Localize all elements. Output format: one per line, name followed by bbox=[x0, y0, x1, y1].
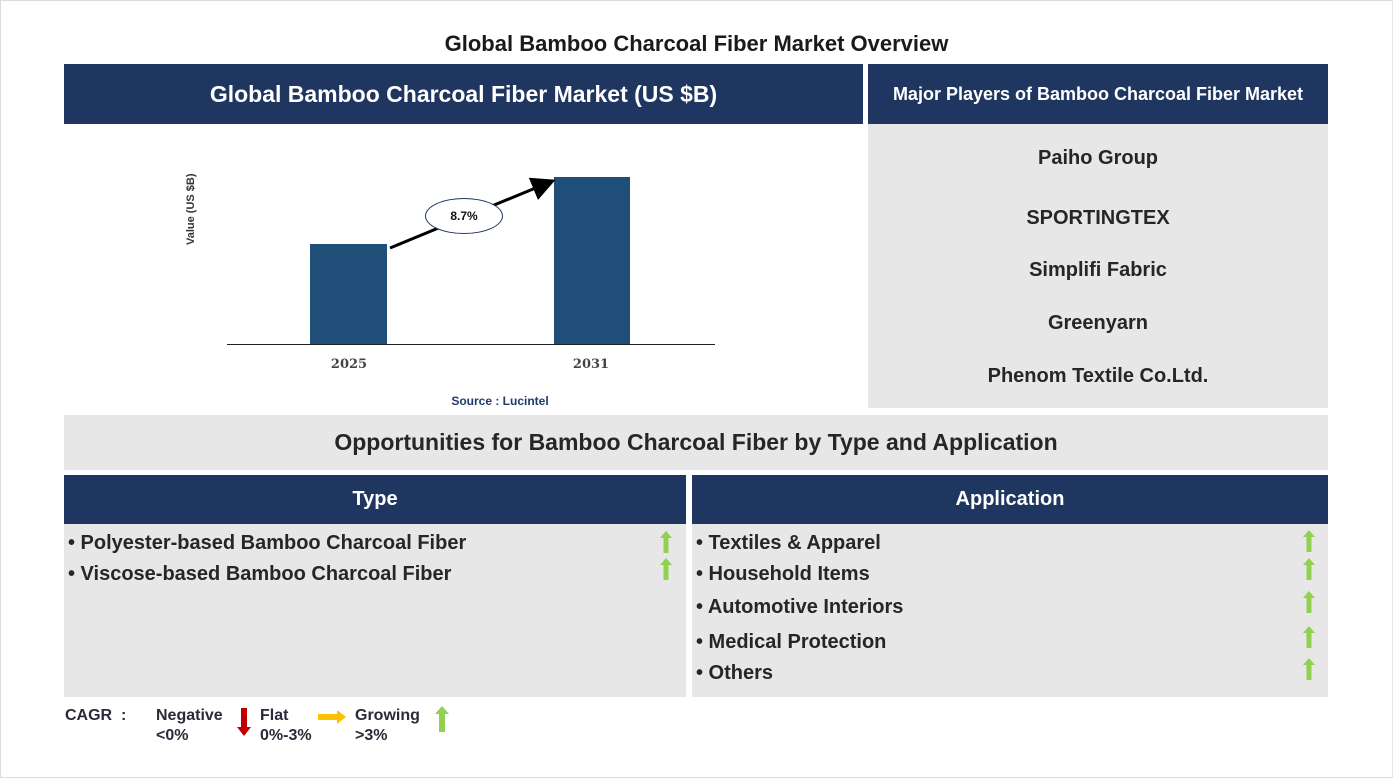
cagr-annotation: 8.7% bbox=[425, 198, 503, 234]
x-tick-2031: 2031 bbox=[572, 357, 610, 372]
player-item: Paiho Group bbox=[1038, 147, 1158, 169]
player-item: Phenom Textile Co.Ltd. bbox=[987, 365, 1209, 387]
growing-arrow-icon bbox=[1303, 530, 1315, 552]
type-header: Type bbox=[64, 475, 686, 524]
legend-growing: Growing >3% bbox=[355, 706, 420, 746]
bar-2031 bbox=[554, 177, 630, 344]
players-header: Major Players of Bamboo Charcoal Fiber M… bbox=[868, 64, 1328, 124]
application-item: • Automotive Interiors bbox=[696, 596, 904, 618]
type-item: • Polyester-based Bamboo Charcoal Fiber bbox=[68, 532, 467, 554]
legend-negative-name: Negative bbox=[156, 707, 223, 724]
x-tick-2025: 2025 bbox=[330, 357, 368, 372]
application-item: • Textiles & Apparel bbox=[696, 532, 881, 554]
growing-arrow-icon bbox=[660, 558, 672, 580]
growing-arrow-icon bbox=[660, 531, 672, 553]
player-item: SPORTINGTEX bbox=[1026, 207, 1170, 229]
legend-flat-name: Flat bbox=[260, 707, 289, 724]
player-item: Greenyarn bbox=[1047, 312, 1149, 334]
y-axis-label: Value (US $B) bbox=[185, 173, 197, 245]
growing-up-arrow-icon bbox=[435, 706, 449, 732]
legend-growing-range: >3% bbox=[355, 727, 388, 744]
type-item: • Viscose-based Bamboo Charcoal Fiber bbox=[68, 563, 452, 585]
growing-arrow-icon bbox=[1303, 591, 1315, 613]
legend-negative-range: <0% bbox=[156, 727, 189, 744]
growing-arrow-icon bbox=[1303, 658, 1315, 680]
legend-label: CAGR : bbox=[65, 707, 127, 724]
application-item: • Others bbox=[696, 662, 774, 684]
legend-flat-range: 0%-3% bbox=[260, 727, 312, 744]
source-label: Source : Lucintel bbox=[451, 394, 549, 408]
application-header: Application bbox=[692, 475, 1328, 524]
chart-header: Global Bamboo Charcoal Fiber Market (US … bbox=[64, 64, 863, 124]
legend-negative: Negative <0% bbox=[156, 706, 223, 746]
negative-down-arrow-icon bbox=[237, 708, 251, 736]
legend-flat: Flat 0%-3% bbox=[260, 706, 312, 746]
growing-arrow-icon bbox=[1303, 558, 1315, 580]
players-list: Paiho Group SPORTINGTEX Simplifi Fabric … bbox=[868, 124, 1328, 408]
type-list: • Polyester-based Bamboo Charcoal Fiber … bbox=[64, 524, 686, 697]
opportunities-banner: Opportunities for Bamboo Charcoal Fiber … bbox=[64, 415, 1328, 470]
flat-right-arrow-icon bbox=[318, 710, 346, 724]
player-item: Simplifi Fabric bbox=[1029, 259, 1167, 281]
legend-growing-name: Growing bbox=[355, 707, 420, 724]
application-item: • Medical Protection bbox=[696, 631, 887, 653]
x-axis-line bbox=[227, 344, 715, 345]
growing-arrow-icon bbox=[1303, 626, 1315, 648]
page-title: Global Bamboo Charcoal Fiber Market Over… bbox=[444, 31, 949, 56]
application-item: • Household Items bbox=[696, 563, 870, 585]
bar-2025 bbox=[310, 244, 387, 344]
application-list: • Textiles & Apparel • Household Items •… bbox=[692, 524, 1328, 697]
